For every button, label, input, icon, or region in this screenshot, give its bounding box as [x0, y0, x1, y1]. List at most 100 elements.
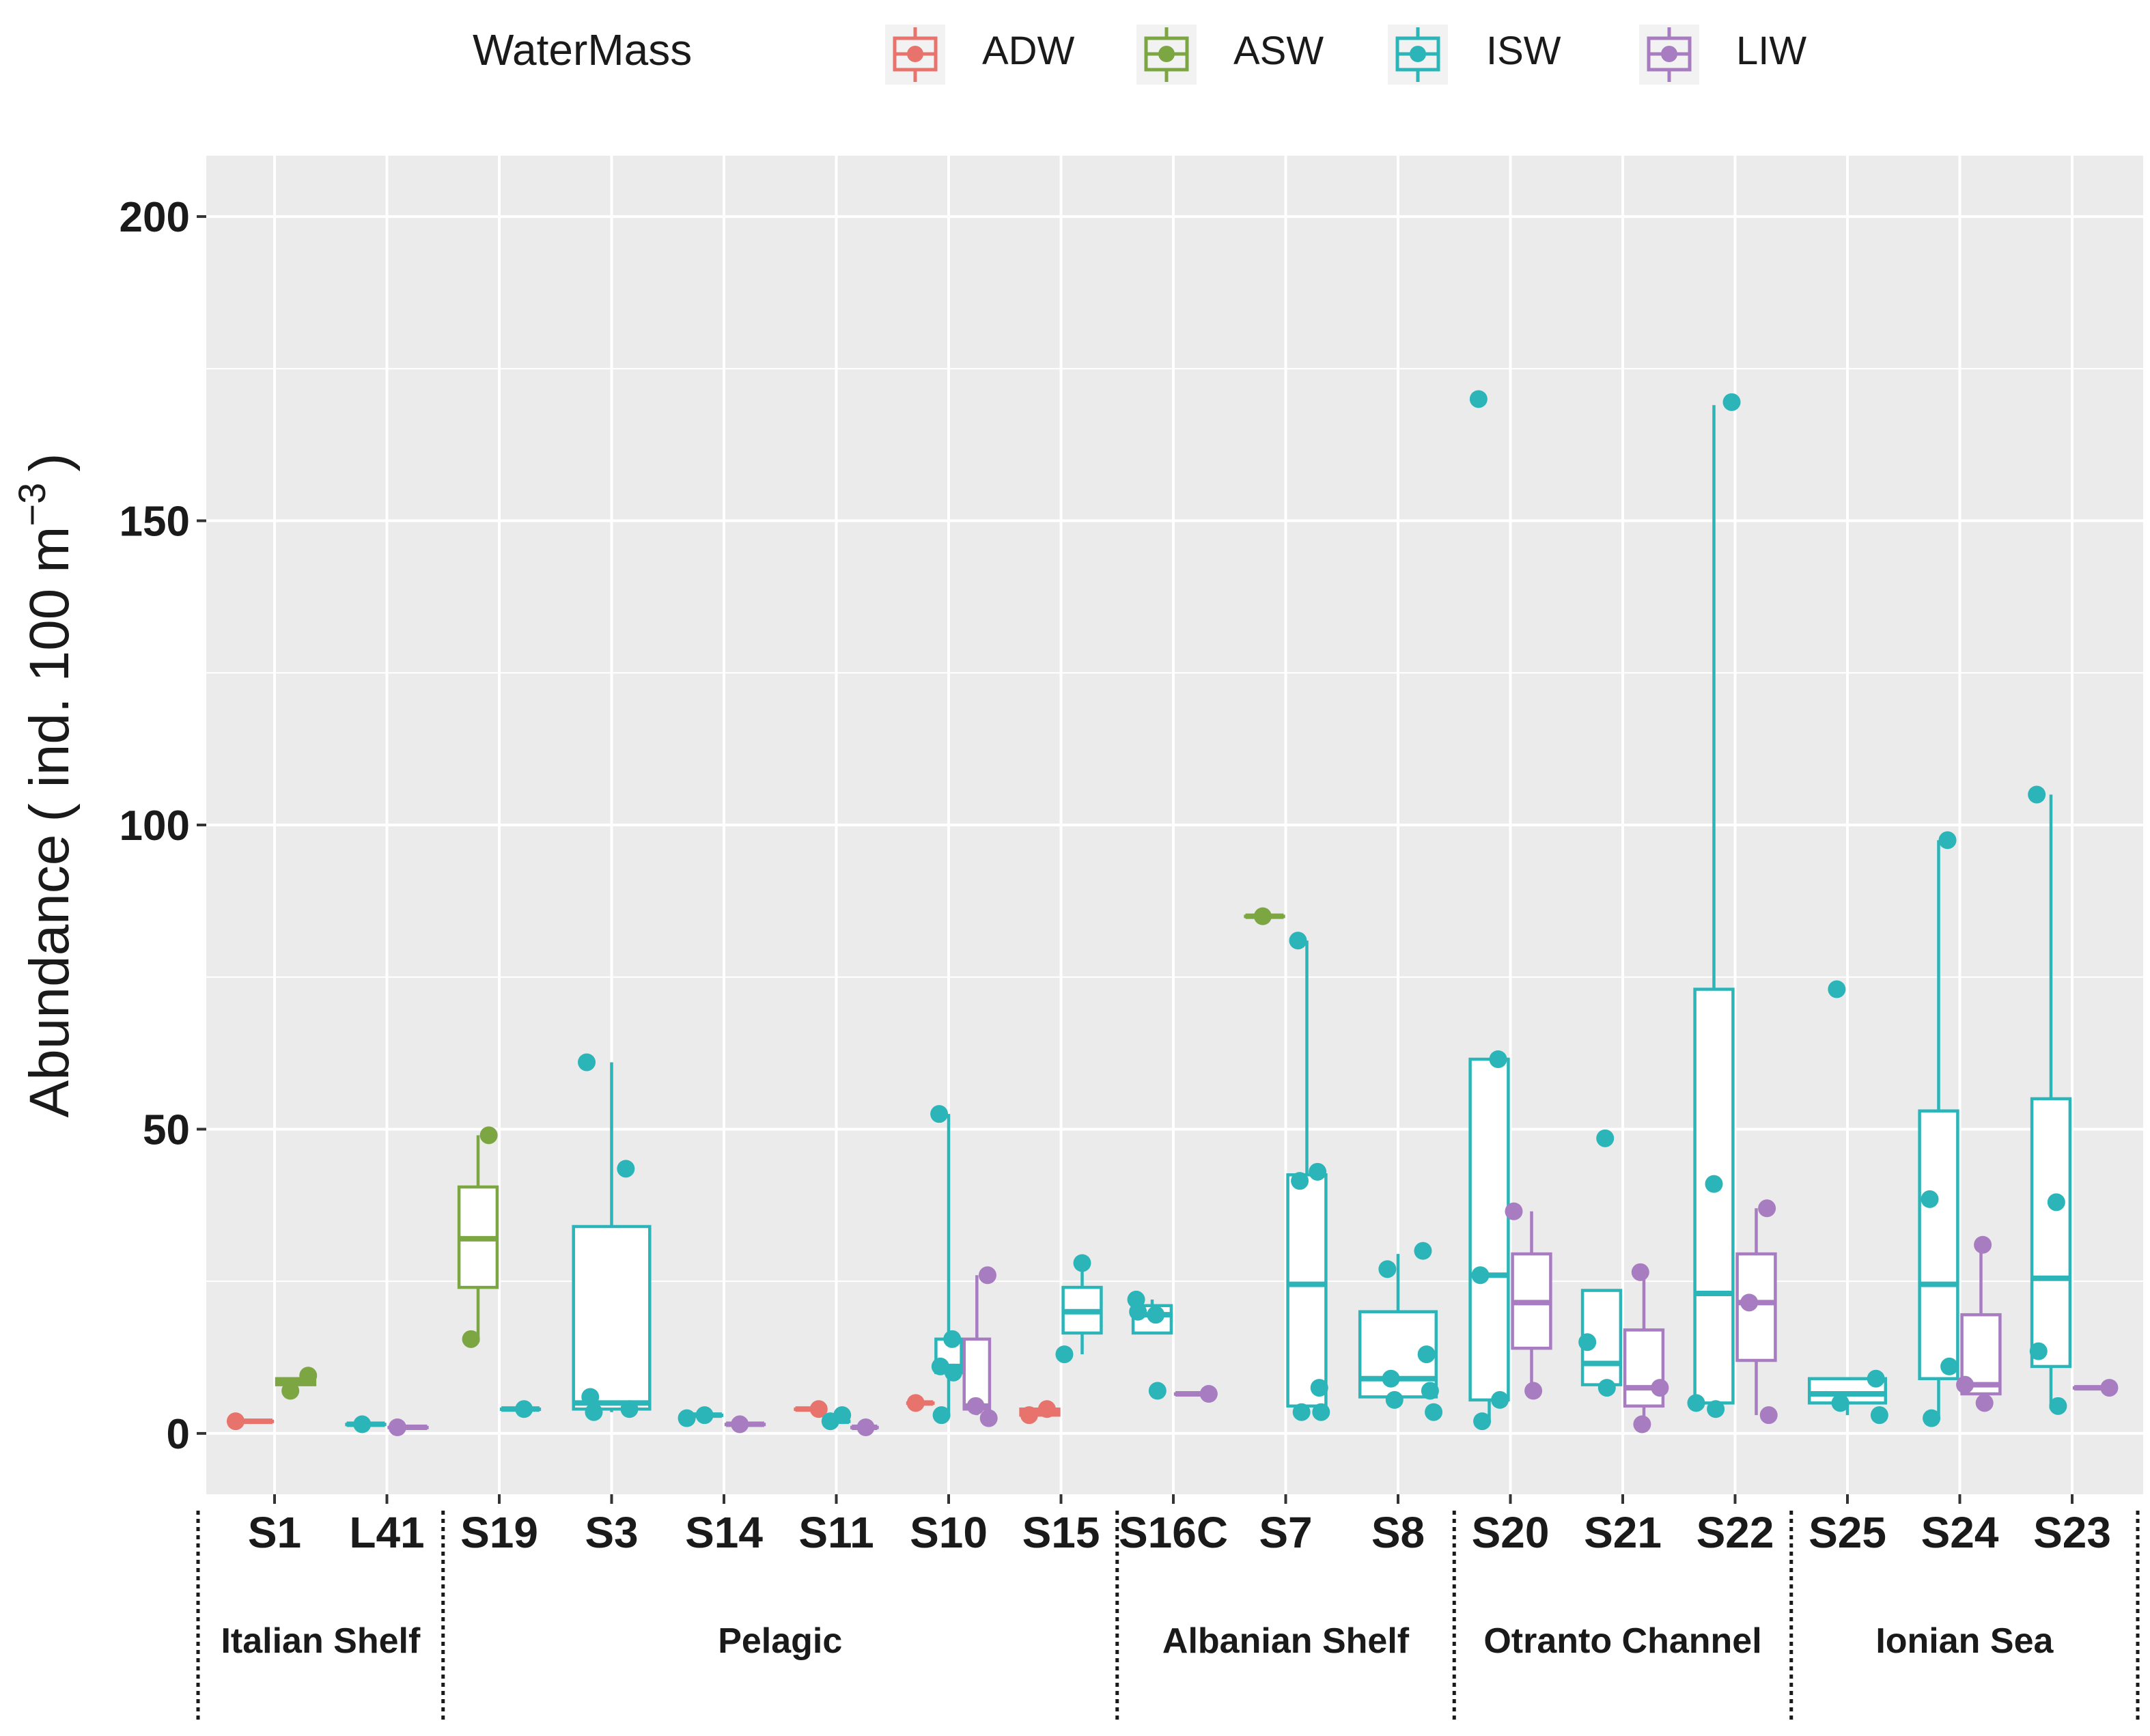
point-S10-ISW [943, 1330, 962, 1348]
legend-key-liw [1639, 25, 1699, 85]
point-S22-LIW [1758, 1199, 1776, 1218]
point-S22-LIW [1740, 1293, 1759, 1312]
point-S15-ADW [1037, 1400, 1056, 1418]
point-S10-ISW [944, 1363, 962, 1382]
point-S21-ISW [1596, 1129, 1615, 1147]
y-axis: 0 50 100 150 200 [120, 194, 206, 1458]
y-axis-title: Abundance ( ind. 100 m−3) [10, 453, 81, 1117]
x-tick-label: S20 [1472, 1508, 1550, 1557]
legend-label-adw: ADW [982, 29, 1075, 73]
point-S11-ISW [821, 1412, 839, 1431]
point-S14-ISW [678, 1409, 696, 1427]
region-annotations: Italian Shelf Pelagic Albanian Shelf Otrant… [196, 1511, 2140, 1721]
point-S11-LIW [856, 1418, 875, 1436]
point-S1-ADW [226, 1412, 245, 1431]
point-S20-ISW [1489, 1050, 1507, 1068]
point-S7-ISW [1312, 1403, 1330, 1421]
point-S21-ISW [1578, 1333, 1597, 1352]
region-label: Ionian Sea [1875, 1621, 2054, 1661]
legend-key-adw [885, 25, 945, 85]
point-L41-LIW [388, 1418, 406, 1436]
point-S8-ISW [1385, 1390, 1404, 1409]
point-S24-ISW [1923, 1409, 1941, 1427]
x-tick-label: S25 [1809, 1508, 1886, 1557]
x-tick-label: S14 [685, 1508, 763, 1557]
point-S7-ISW [1289, 932, 1307, 950]
region-label: Italian Shelf [221, 1621, 421, 1661]
box-iqr [1693, 988, 1735, 1405]
y-axis-title-exponent: −3 [10, 483, 53, 527]
box-iqr [1286, 1173, 1328, 1408]
region-label: Pelagic [718, 1621, 842, 1661]
point-S10-LIW [978, 1266, 996, 1285]
point-S15-ISW [1073, 1254, 1091, 1272]
legend-label-liw: LIW [1736, 29, 1806, 73]
x-tick-label: S7 [1259, 1508, 1312, 1557]
point-S25-ISW [1867, 1369, 1885, 1388]
point-S19-ISW [515, 1400, 533, 1418]
x-tick-label: L41 [349, 1508, 424, 1557]
point-S22-ISW [1705, 1175, 1723, 1193]
x-tick-label: S21 [1584, 1508, 1662, 1557]
x-tick-label: S23 [2033, 1508, 2111, 1557]
y-tick-label: 200 [120, 194, 190, 241]
point-S24-LIW [1974, 1235, 1992, 1254]
x-tick-label: S10 [910, 1508, 988, 1557]
point-S3-ISW [578, 1053, 596, 1072]
box-S7-ISW [1286, 940, 1328, 1412]
point-S21-LIW [1651, 1379, 1669, 1397]
point-S20-ISW [1469, 390, 1488, 408]
box-S25-ISW [1807, 1377, 1888, 1416]
point-S19-ASW [479, 1126, 498, 1145]
box-S23-ISW [2030, 794, 2072, 1410]
point-L41-ISW [353, 1415, 372, 1433]
point-S20-LIW [1524, 1382, 1543, 1400]
point-S25-ISW [1828, 980, 1846, 998]
point-S10-ISW [932, 1406, 951, 1425]
point-S8-ISW [1414, 1242, 1432, 1260]
point-S23-ISW [2029, 1342, 2048, 1360]
y-axis-title-close: ) [18, 453, 81, 471]
x-tick-label: S19 [460, 1508, 538, 1557]
point-S11-ADW [809, 1400, 828, 1418]
box-iqr [572, 1224, 652, 1411]
point-S22-LIW [1759, 1406, 1778, 1425]
region-label: Albanian Shelf [1162, 1621, 1410, 1661]
x-tick-label: S15 [1022, 1508, 1100, 1557]
point-S23-ISW [2049, 1397, 2067, 1415]
point-S8-ISW [1417, 1345, 1436, 1364]
legend-key-isw [1388, 25, 1448, 85]
legend-title: WaterMass [473, 25, 692, 74]
point-S10-LIW [979, 1409, 998, 1427]
x-tick-label: S3 [585, 1508, 638, 1557]
point-S3-ISW [617, 1160, 635, 1178]
point-S7-ISW [1310, 1379, 1328, 1397]
legend-label-isw: ISW [1486, 29, 1561, 73]
point-S8-ISW [1421, 1382, 1439, 1400]
y-tick-label: 0 [167, 1411, 190, 1458]
y-axis-title-main: Abundance [18, 835, 81, 1118]
point-S1-ASW [281, 1382, 300, 1400]
point-S3-ISW [581, 1388, 600, 1406]
point-S8-ISW [1425, 1403, 1443, 1421]
point-S3-ISW [585, 1403, 603, 1421]
point-S15-ADW [1020, 1406, 1038, 1425]
point-S23-LIW [2100, 1379, 2119, 1397]
point-S24-ISW [1940, 1357, 1959, 1375]
x-tick-label: S8 [1371, 1508, 1425, 1557]
point-S24-ISW [1938, 831, 1957, 850]
legend: WaterMass ADW ASW ISW [473, 25, 1806, 85]
box-S24-ISW [1918, 840, 1959, 1418]
legend-key-asw [1136, 25, 1197, 85]
point-S14-LIW [731, 1415, 749, 1433]
box-iqr [1918, 1109, 1959, 1380]
point-S8-ISW [1382, 1369, 1400, 1388]
point-S22-ISW [1707, 1400, 1725, 1418]
point-S24-LIW [1975, 1394, 1994, 1412]
legend-dot [1410, 46, 1426, 62]
y-tick-label: 100 [120, 802, 190, 850]
boxes [232, 405, 2114, 1430]
y-tick-label: 50 [143, 1106, 190, 1153]
box-S19-ASW [457, 1135, 499, 1343]
